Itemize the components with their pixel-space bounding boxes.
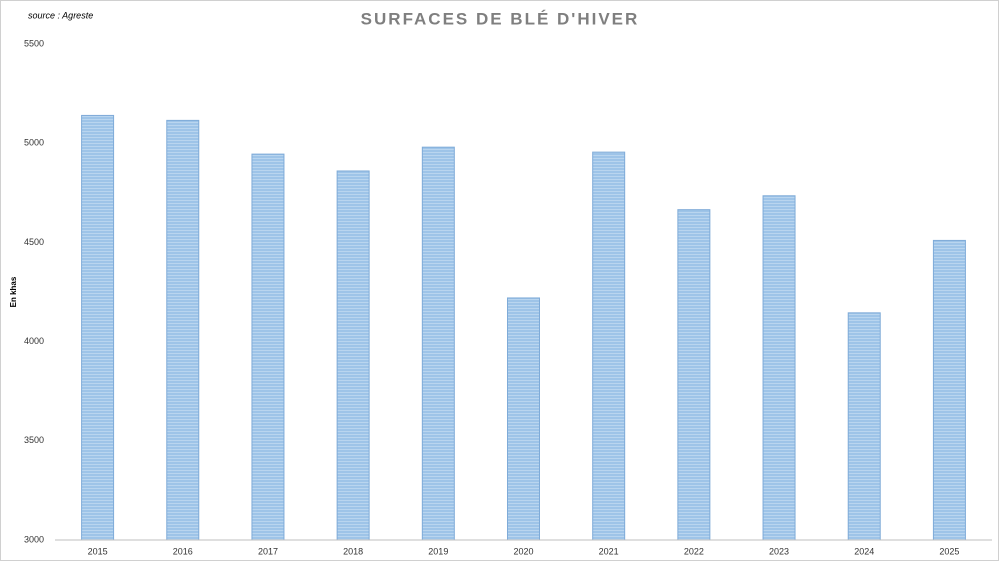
x-tick-label: 2023: [769, 546, 789, 556]
x-tick-label: 2024: [854, 546, 874, 556]
y-tick-label: 4500: [24, 237, 44, 247]
y-tick-label: 5000: [24, 138, 44, 148]
bar: [677, 209, 711, 541]
y-axis-label: En khas: [9, 276, 18, 307]
bar: [932, 239, 966, 541]
bar: [847, 312, 881, 541]
x-tick-label: 2022: [684, 546, 704, 556]
y-tick-label: 5500: [24, 38, 44, 48]
bar: [336, 170, 370, 541]
x-tick-label: 2016: [173, 546, 193, 556]
y-tick-label: 3500: [24, 435, 44, 445]
bar: [166, 119, 200, 541]
chart-title: SURFACES DE BLÉ D'HIVER: [361, 9, 640, 28]
bar: [762, 195, 796, 541]
x-tick-label: 2019: [428, 546, 448, 556]
source: source : Agreste: [28, 10, 93, 20]
bar: [592, 151, 626, 541]
bar: [507, 297, 540, 541]
x-tick-label: 2017: [258, 546, 278, 556]
y-tick-label: 3000: [24, 534, 44, 544]
bar: [421, 146, 455, 541]
x-tick-label: 2018: [343, 546, 363, 556]
y-tick-label: 4000: [24, 336, 44, 346]
x-tick-label: 2020: [513, 546, 533, 556]
bar: [81, 114, 115, 541]
x-tick-label: 2021: [599, 546, 619, 556]
bar: [251, 153, 285, 541]
x-tick-label: 2015: [88, 546, 108, 556]
x-tick-label: 2025: [939, 546, 959, 556]
